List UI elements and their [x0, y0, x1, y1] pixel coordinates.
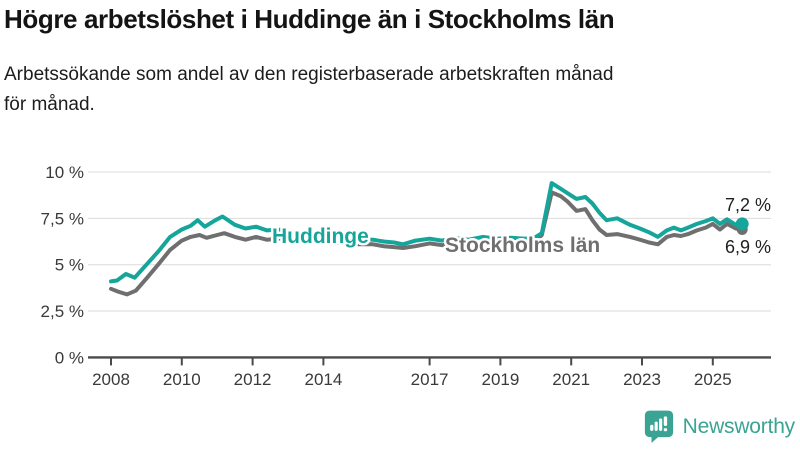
- end-value-label-huddinge: 7,2 %: [725, 195, 771, 215]
- y-axis-tick-label: 0 %: [55, 348, 84, 367]
- x-axis-tick-label: 2014: [304, 370, 342, 389]
- newsworthy-logo[interactable]: Newsworthy: [644, 409, 795, 444]
- chart-title: Högre arbetslöshet i Huddinge än i Stock…: [4, 4, 615, 34]
- newsworthy-bubble-chart-icon: [644, 410, 673, 443]
- x-axis-tick-label: 2019: [481, 370, 519, 389]
- series-label-stockholms-lan: Stockholms län: [445, 234, 600, 257]
- x-axis-tick-label: 2012: [234, 370, 272, 389]
- subtitle-line-1: Arbetssökande som andel av den registerb…: [4, 64, 614, 85]
- series-line-stockholms-lan: [109, 190, 745, 297]
- x-axis-tick-label: 2025: [694, 370, 732, 389]
- x-axis-tick-label: 2010: [163, 370, 201, 389]
- x-axis-tick-label: 2008: [92, 370, 130, 389]
- x-axis-tick-label: 2023: [623, 370, 661, 389]
- end-value-label-stockholms-lan: 6,9 %: [725, 237, 771, 257]
- series-end-dot-huddinge: [735, 217, 749, 231]
- series-line-huddinge: [109, 181, 745, 284]
- newsworthy-wordmark: Newsworthy: [682, 414, 796, 438]
- x-axis-tick-label: 2017: [411, 370, 449, 389]
- series-label-huddinge: Huddinge: [272, 225, 369, 248]
- y-axis-tick-label: 7,5 %: [41, 209, 84, 228]
- y-axis-tick-label: 10 %: [45, 163, 84, 182]
- chart-subtitle: Arbetssökande som andel av den registerb…: [4, 60, 784, 120]
- y-axis-tick-label: 2,5 %: [41, 302, 84, 321]
- x-axis-tick-label: 2021: [552, 370, 590, 389]
- y-axis-tick-label: 5 %: [55, 256, 84, 275]
- subtitle-line-2: för månad.: [4, 94, 95, 115]
